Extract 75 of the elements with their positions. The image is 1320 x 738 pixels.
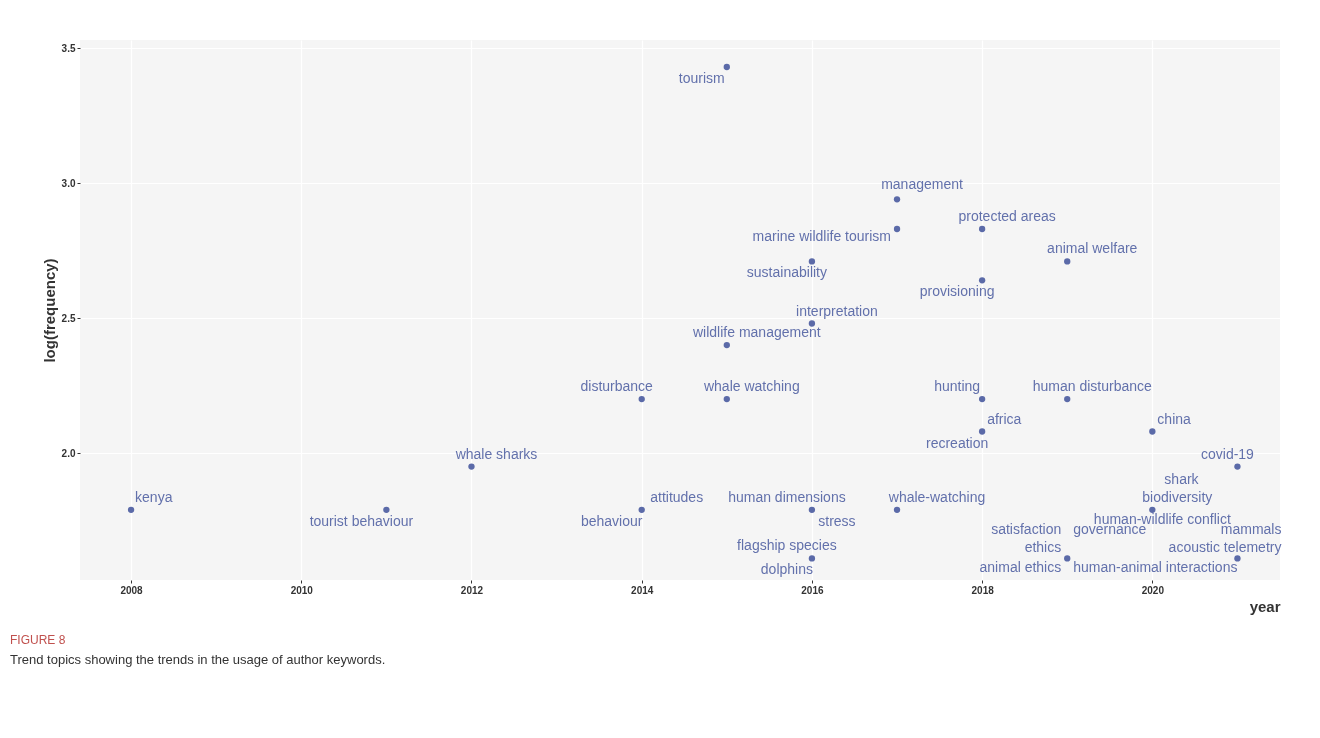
- x-tick-label: 2020: [1141, 584, 1165, 596]
- point: [1234, 555, 1241, 562]
- annotation: attitudes: [650, 488, 704, 505]
- annotation: acoustic telemetry: [1168, 539, 1282, 556]
- point: [127, 506, 135, 513]
- annotation: marine wildlife tourism: [752, 228, 892, 244]
- point: [978, 225, 986, 233]
- point: [723, 395, 730, 403]
- point: [893, 225, 901, 233]
- point: [1064, 395, 1071, 403]
- annotation: behaviour: [580, 512, 643, 529]
- x-tick-label: 2010: [290, 584, 314, 596]
- point: [893, 506, 901, 513]
- annotation: whale sharks: [454, 445, 538, 462]
- annotation: whale watching: [702, 378, 800, 395]
- annotation: protected areas: [958, 208, 1056, 224]
- annotation: human disturbance: [1032, 378, 1152, 395]
- annotation: provisioning: [919, 283, 995, 300]
- annotation: management: [881, 176, 963, 193]
- annotation: recreation: [925, 434, 989, 451]
- point: [978, 428, 986, 435]
- annotation: wildlife management: [692, 324, 821, 341]
- point: [808, 506, 816, 513]
- annotation: interpretation: [796, 302, 878, 319]
- point: [978, 277, 986, 284]
- point: [1064, 555, 1071, 562]
- annotation: biodiversity: [1142, 488, 1213, 505]
- point: [808, 320, 816, 327]
- caption: FIGURE 8: [10, 633, 66, 647]
- annotation: tourism: [678, 70, 725, 86]
- y-tick-label: 3.5: [61, 42, 76, 54]
- point: [1149, 506, 1156, 513]
- point: [723, 341, 730, 349]
- annotation: china: [1157, 410, 1192, 427]
- annotation: stress: [818, 512, 856, 529]
- point: [893, 196, 901, 203]
- y-tick-label: 3.0: [61, 177, 76, 189]
- point: [1234, 463, 1241, 470]
- annotation: animal welfare: [1047, 240, 1138, 257]
- point: [638, 506, 645, 513]
- y-tick-label: 2.5: [61, 312, 76, 324]
- annotation: africa: [987, 410, 1022, 427]
- y-tick-label: 2.0: [61, 447, 76, 459]
- annotation: ethics: [1024, 539, 1062, 556]
- point: [978, 395, 986, 403]
- x-tick-label: 2008: [120, 584, 144, 596]
- x-tick-label: 2016: [801, 584, 824, 596]
- annotation: human dimensions: [728, 488, 846, 505]
- point: [1064, 258, 1071, 265]
- x-tick-label: 2012: [460, 584, 484, 596]
- annotation: satisfaction: [991, 521, 1062, 538]
- annotation: shark: [1164, 470, 1200, 487]
- annotation: dolphins: [760, 561, 813, 578]
- annotation: sustainability: [746, 264, 827, 281]
- annotation: whale-watching: [887, 488, 986, 505]
- point: [808, 258, 816, 265]
- x-axis-title: year: [1249, 597, 1281, 615]
- point: [468, 463, 475, 470]
- annotation: flagship species: [737, 537, 837, 554]
- text: Trend topics showing the trends in the usage of author keywords.: [10, 652, 386, 667]
- annotation: animal ethics: [979, 559, 1062, 576]
- point: [383, 506, 390, 513]
- y-axis-title: log(frequency): [40, 258, 58, 363]
- x-tick-label: 2014: [631, 584, 654, 596]
- point: [723, 63, 730, 71]
- x-tick-label: 2018: [971, 584, 995, 596]
- annotation: kenya: [135, 488, 173, 505]
- annotation: human-animal interactions: [1073, 559, 1238, 576]
- point: [1149, 428, 1156, 435]
- point: [808, 555, 816, 562]
- annotation: covid-19: [1200, 445, 1255, 462]
- annotation: hunting: [934, 378, 981, 395]
- annotation: disturbance: [580, 378, 654, 395]
- annotation: tourist behaviour: [309, 512, 414, 529]
- point: [638, 395, 645, 403]
